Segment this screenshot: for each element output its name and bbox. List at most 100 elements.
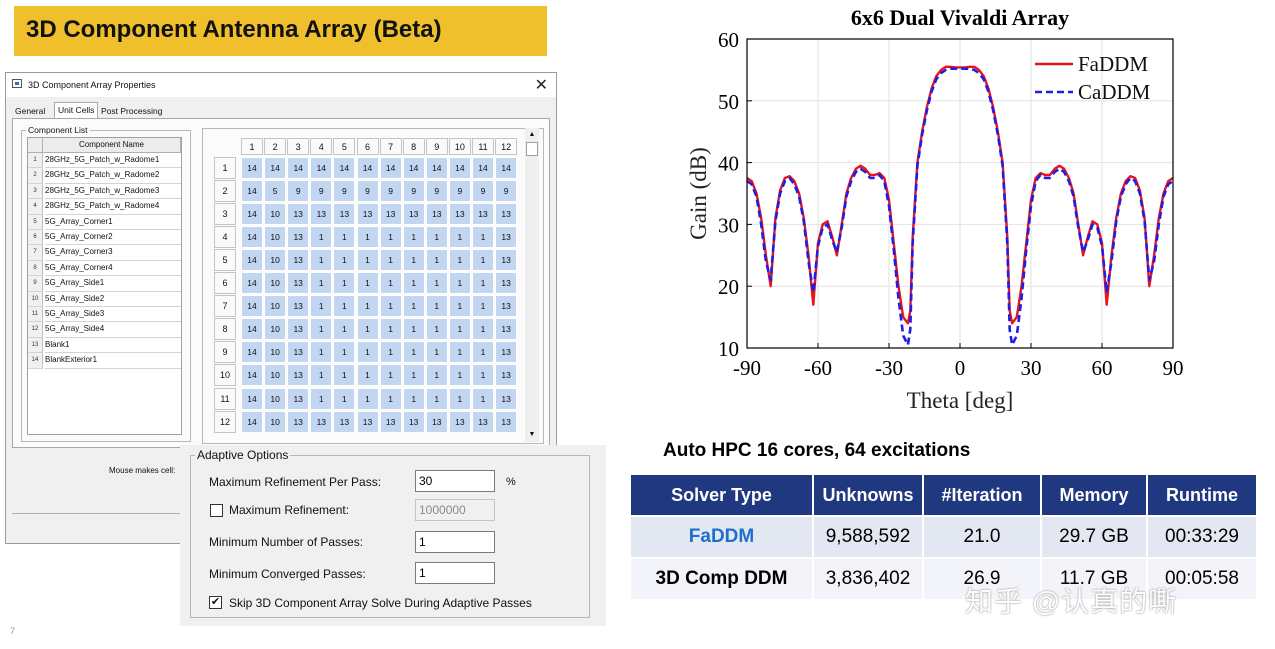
min-converged-input[interactable] bbox=[415, 562, 495, 584]
list-item[interactable]: 3 28GHz_5G_Patch_w_Radome3 bbox=[28, 183, 181, 200]
grid-cell[interactable]: 13 bbox=[472, 410, 494, 433]
grid-cell[interactable]: 13 bbox=[495, 387, 518, 410]
grid-cell[interactable]: 1 bbox=[310, 272, 333, 295]
grid-cell[interactable]: 1 bbox=[310, 226, 333, 249]
grid-cell[interactable]: 1 bbox=[310, 318, 333, 341]
close-icon[interactable]: ✕ bbox=[534, 77, 548, 94]
grid-cell[interactable]: 10 bbox=[264, 295, 287, 318]
grid-cell[interactable]: 10 bbox=[264, 226, 287, 249]
min-passes-input[interactable] bbox=[415, 531, 495, 553]
grid-cell[interactable]: 1 bbox=[356, 387, 379, 410]
grid-cell[interactable]: 1 bbox=[448, 249, 471, 272]
grid-cell[interactable]: 10 bbox=[264, 318, 287, 341]
grid-cell[interactable]: 14 bbox=[241, 272, 263, 295]
grid-cell[interactable]: 14 bbox=[241, 249, 263, 272]
list-item[interactable]: 5 5G_Array_Corner1 bbox=[28, 214, 181, 230]
list-item[interactable]: 1 28GHz_5G_Patch_w_Radome1 bbox=[28, 153, 181, 169]
grid-cell[interactable]: 1 bbox=[310, 341, 333, 364]
grid-cell[interactable]: 14 bbox=[264, 157, 287, 179]
grid-cell[interactable]: 13 bbox=[310, 203, 333, 226]
grid-cell[interactable]: 1 bbox=[310, 387, 333, 410]
grid-cell[interactable]: 1 bbox=[472, 341, 494, 364]
grid-cell[interactable]: 1 bbox=[379, 226, 402, 249]
grid-cell[interactable]: 1 bbox=[379, 249, 402, 272]
tab-post-processing[interactable]: Post Processing bbox=[101, 106, 163, 116]
grid-cell[interactable]: 1 bbox=[356, 318, 379, 341]
grid-cell[interactable]: 13 bbox=[402, 410, 425, 433]
grid-cell[interactable]: 14 bbox=[241, 226, 263, 249]
component-name-header[interactable]: Component Name bbox=[43, 138, 181, 153]
grid-cell[interactable]: 1 bbox=[310, 249, 333, 272]
grid-cell[interactable]: 13 bbox=[448, 203, 471, 226]
grid-cell[interactable]: 1 bbox=[356, 226, 379, 249]
grid-cell[interactable]: 13 bbox=[287, 318, 310, 341]
grid-cell[interactable]: 1 bbox=[425, 272, 448, 295]
grid-cell[interactable]: 1 bbox=[379, 364, 402, 387]
grid-cell[interactable]: 13 bbox=[287, 226, 310, 249]
grid-cell[interactable]: 1 bbox=[333, 318, 356, 341]
grid-cell[interactable]: 1 bbox=[425, 387, 448, 410]
grid-scrollbar[interactable]: ▲ ▼ bbox=[525, 128, 539, 442]
tab-general[interactable]: General bbox=[15, 106, 46, 116]
list-item[interactable]: 6 5G_Array_Corner2 bbox=[28, 230, 181, 246]
grid-cell[interactable]: 1 bbox=[356, 364, 379, 387]
list-item[interactable]: 10 5G_Array_Side2 bbox=[28, 291, 181, 307]
grid-cell[interactable]: 1 bbox=[472, 387, 494, 410]
grid-cell[interactable]: 1 bbox=[310, 364, 333, 387]
grid-cell[interactable]: 1 bbox=[356, 295, 379, 318]
grid-cell[interactable]: 1 bbox=[402, 295, 425, 318]
grid-cell[interactable]: 9 bbox=[425, 180, 448, 203]
grid-cell[interactable]: 1 bbox=[356, 272, 379, 295]
grid-cell[interactable]: 1 bbox=[356, 341, 379, 364]
grid-cell[interactable]: 9 bbox=[402, 180, 425, 203]
grid-cell[interactable]: 14 bbox=[287, 157, 310, 179]
grid-cell[interactable]: 1 bbox=[379, 318, 402, 341]
grid-cell[interactable]: 14 bbox=[241, 203, 263, 226]
grid-cell[interactable]: 1 bbox=[472, 318, 494, 341]
grid-cell[interactable]: 13 bbox=[472, 203, 494, 226]
list-item[interactable]: 13 Blank1 bbox=[28, 337, 181, 354]
grid-cell[interactable]: 1 bbox=[379, 387, 402, 410]
grid-cell[interactable]: 13 bbox=[287, 387, 310, 410]
grid-cell[interactable]: 13 bbox=[287, 410, 310, 433]
scroll-thumb[interactable] bbox=[526, 142, 538, 156]
grid-cell[interactable]: 13 bbox=[495, 249, 518, 272]
grid-cell[interactable]: 13 bbox=[379, 410, 402, 433]
grid-cell[interactable]: 14 bbox=[448, 157, 471, 179]
grid-cell[interactable]: 13 bbox=[287, 249, 310, 272]
grid-cell[interactable]: 10 bbox=[264, 364, 287, 387]
grid-cell[interactable]: 1 bbox=[448, 295, 471, 318]
grid-cell[interactable]: 9 bbox=[472, 180, 494, 203]
grid-cell[interactable]: 1 bbox=[448, 318, 471, 341]
grid-cell[interactable]: 1 bbox=[333, 364, 356, 387]
grid-cell[interactable]: 1 bbox=[402, 226, 425, 249]
grid-cell[interactable]: 13 bbox=[425, 203, 448, 226]
grid-cell[interactable]: 1 bbox=[448, 226, 471, 249]
grid-cell[interactable]: 1 bbox=[448, 341, 471, 364]
grid-cell[interactable]: 1 bbox=[402, 387, 425, 410]
grid-cell[interactable]: 1 bbox=[333, 226, 356, 249]
grid-cell[interactable]: 9 bbox=[356, 180, 379, 203]
grid-cell[interactable]: 13 bbox=[287, 295, 310, 318]
grid-cell[interactable]: 1 bbox=[402, 318, 425, 341]
grid-cell[interactable]: 13 bbox=[402, 203, 425, 226]
grid-cell[interactable]: 1 bbox=[448, 387, 471, 410]
grid-cell[interactable]: 1 bbox=[402, 341, 425, 364]
grid-cell[interactable]: 1 bbox=[333, 249, 356, 272]
grid-cell[interactable]: 13 bbox=[333, 410, 356, 433]
grid-cell[interactable]: 10 bbox=[264, 203, 287, 226]
grid-cell[interactable]: 1 bbox=[425, 295, 448, 318]
grid-cell[interactable]: 1 bbox=[448, 364, 471, 387]
grid-cell[interactable]: 1 bbox=[425, 249, 448, 272]
grid-cell[interactable]: 13 bbox=[287, 203, 310, 226]
grid-cell[interactable]: 13 bbox=[495, 272, 518, 295]
grid-cell[interactable]: 13 bbox=[333, 203, 356, 226]
grid-cell[interactable]: 1 bbox=[472, 249, 494, 272]
grid-cell[interactable]: 13 bbox=[448, 410, 471, 433]
grid-cell[interactable]: 14 bbox=[379, 157, 402, 179]
grid-cell[interactable]: 14 bbox=[402, 157, 425, 179]
grid-cell[interactable]: 9 bbox=[287, 180, 310, 203]
max-refinement-checkbox[interactable] bbox=[210, 504, 223, 517]
grid-cell[interactable]: 9 bbox=[333, 180, 356, 203]
grid-cell[interactable]: 14 bbox=[425, 157, 448, 179]
